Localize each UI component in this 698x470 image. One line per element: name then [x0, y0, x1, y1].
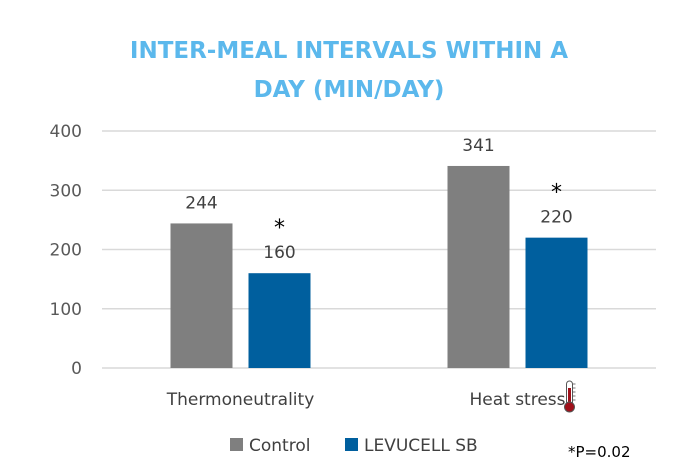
y-tick-label: 400 — [50, 122, 82, 142]
category-label: Heat stress — [469, 390, 565, 410]
y-tick-label: 0 — [71, 359, 82, 379]
significance-marker: * — [274, 216, 285, 241]
thermometer-icon — [564, 380, 576, 413]
legend-label-control: Control — [249, 436, 310, 456]
legend-label-levucell: LEVUCELL SB — [364, 436, 478, 456]
legend: Control LEVUCELL SB — [230, 436, 478, 456]
bar-levucell-0 — [248, 273, 311, 368]
bars — [170, 165, 588, 368]
data-label: 244 — [185, 193, 217, 213]
legend-swatch-control — [230, 438, 243, 451]
data-label: 220 — [540, 208, 572, 228]
data-label: 160 — [263, 243, 295, 263]
bar-control-0 — [170, 223, 233, 368]
bar-control-1 — [447, 165, 510, 368]
data-label: 341 — [462, 136, 494, 156]
significance-marker: * — [551, 181, 562, 206]
y-tick-label: 200 — [50, 241, 82, 261]
category-labels: Thermoneutrality Heat stress — [166, 380, 576, 413]
p-value-note: *P=0.02 — [568, 443, 631, 461]
category-label: Thermoneutrality — [166, 390, 315, 410]
chart-title-line-2: DAY (MIN/DAY) — [254, 77, 445, 103]
y-axis-ticks: 0 100 200 300 400 — [50, 122, 82, 379]
y-tick-label: 100 — [50, 300, 82, 320]
legend-swatch-levucell — [345, 438, 358, 451]
bar-levucell-1 — [525, 237, 588, 368]
chart-title-line-1: INTER-MEAL INTERVALS WITHIN A — [130, 38, 568, 64]
y-tick-label: 300 — [50, 181, 82, 201]
